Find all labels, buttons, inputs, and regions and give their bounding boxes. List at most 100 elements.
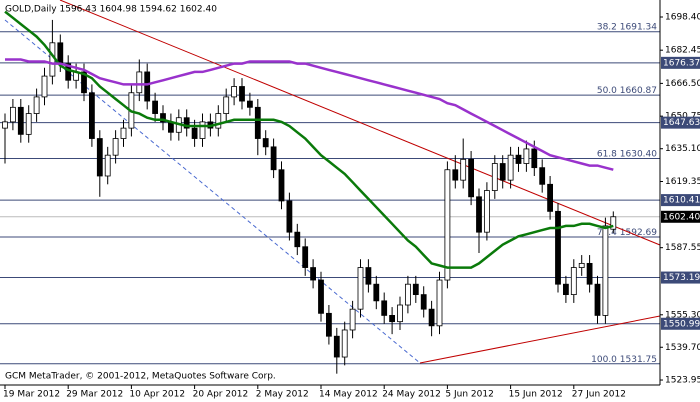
candle-body (468, 158, 475, 198)
candle-body (65, 63, 72, 81)
candle-body (547, 183, 553, 212)
candle-body (294, 231, 301, 248)
fib-label: 38.2 1691.34 (597, 22, 657, 32)
candle-body (444, 169, 451, 281)
candle-body (610, 216, 617, 230)
candle-body (523, 148, 530, 164)
candle-body (310, 267, 317, 281)
candle-body (570, 267, 577, 296)
candle-body (397, 304, 403, 323)
fib-price: 1531.75 (620, 354, 657, 364)
candle-body (2, 121, 8, 129)
candle-body (515, 154, 522, 164)
candle-body (341, 329, 348, 358)
candle-body (96, 138, 103, 177)
fib-label: 61.8 1630.40 (597, 149, 657, 159)
level-box (661, 116, 700, 129)
fib-ratio: 38.2 (597, 22, 617, 32)
moving-average (4, 10, 614, 269)
candle-body (9, 106, 16, 123)
candle-body (41, 75, 48, 98)
fib-price: 1630.40 (620, 149, 657, 159)
candle-body (499, 163, 506, 181)
x-tick-label: 15 Jun 2012 (509, 390, 563, 400)
level-box (661, 194, 700, 207)
x-tick-label: 20 Apr 2012 (193, 390, 249, 400)
candle-body (349, 308, 356, 331)
level-label: 1676.37 (663, 58, 700, 68)
fib-ratio: 61.8 (597, 149, 617, 159)
fib-label: 50.0 1660.87 (597, 86, 657, 96)
x-tick-label: 24 May 2012 (382, 390, 441, 400)
x-tick-label: 19 Mar 2012 (3, 390, 60, 400)
candle-body (191, 127, 198, 139)
fib-price: 1592.69 (620, 227, 657, 237)
candle-body (507, 154, 514, 181)
fib-price: 1691.34 (620, 22, 657, 32)
level-label: 1647.63 (663, 118, 700, 128)
y-tick-label: 1539.70 (665, 343, 700, 353)
candle-body (33, 96, 40, 114)
candle-body (270, 146, 277, 171)
candle-body (112, 138, 119, 156)
candle-body (278, 169, 285, 202)
candle-body (318, 279, 324, 314)
y-tick-label: 1523.95 (665, 376, 700, 386)
candle-body (420, 294, 427, 310)
current-label: 1602.40 (663, 212, 700, 222)
x-tick-label: 5 Jun 2012 (445, 390, 493, 400)
trend-line (4, 19, 421, 364)
candle-body (302, 246, 309, 268)
level-box (661, 56, 700, 69)
candle-body (57, 42, 64, 65)
candle-body (286, 200, 293, 233)
candle-body (491, 163, 498, 191)
level-label: 1550.99 (663, 319, 700, 329)
candle-body (136, 71, 143, 94)
candle-body (476, 196, 482, 233)
candle-body (531, 148, 538, 169)
trend-line (59, 0, 661, 246)
candle-body (578, 262, 585, 268)
candle-body (389, 315, 396, 323)
x-tick-label: 29 Mar 2012 (66, 390, 123, 400)
level-box (661, 317, 700, 330)
y-tick-label: 1635.10 (665, 144, 700, 154)
candle-body (460, 158, 467, 181)
current-box (661, 210, 700, 223)
candle-body (594, 283, 601, 316)
level-label: 1573.19 (663, 273, 700, 283)
candle-body (404, 283, 411, 306)
x-tick-label: 27 Jun 2012 (572, 390, 626, 400)
candle-body (89, 92, 95, 139)
candle-body (373, 283, 380, 302)
candle-body (381, 300, 388, 316)
candle-body (586, 262, 593, 285)
x-tick-label: 10 Apr 2012 (129, 390, 185, 400)
candle-body (183, 117, 190, 129)
candle-body (25, 113, 32, 135)
candle-body (160, 113, 166, 123)
candle-body (563, 283, 569, 296)
candle-body (246, 100, 253, 108)
candle-body (231, 86, 238, 98)
candle-body (144, 71, 151, 102)
fib-ratio: 50.0 (597, 86, 617, 96)
fib-price: 1660.87 (620, 86, 657, 96)
y-tick-label: 1619.35 (665, 177, 700, 187)
y-tick-label: 1666.50 (665, 79, 700, 89)
fib-ratio: 100.0 (591, 354, 617, 364)
candle-body (254, 106, 261, 139)
candle-body (104, 154, 111, 177)
axis-labels: 1698.401682.451666.501650.751635.101619.… (3, 13, 700, 400)
y-tick-label: 1555.30 (665, 310, 700, 320)
moving-average (5, 58, 614, 171)
fib-label: 100.0 1531.75 (591, 354, 657, 364)
x-tick-label: 2 May 2012 (256, 390, 309, 400)
candle-body (120, 127, 127, 139)
candle-body (602, 225, 609, 316)
plot (2, 10, 617, 374)
candle-body (333, 335, 340, 358)
candle-body (539, 167, 546, 185)
